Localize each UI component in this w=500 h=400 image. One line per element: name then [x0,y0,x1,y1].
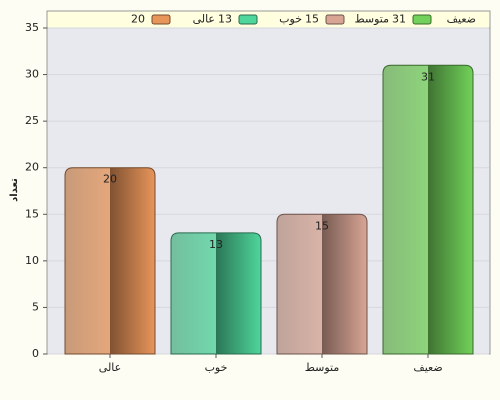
y-tick-label: 35 [25,21,39,34]
y-tick-label: 20 [25,161,39,174]
legend-value: 15 [305,13,319,26]
y-tick-label: 30 [25,68,39,81]
legend-label: متوسط [354,13,389,26]
legend-value: 31 [392,13,406,26]
y-tick-label: 10 [25,254,39,267]
y-axis-title: تعداد [9,178,20,202]
data-label: 20 [103,173,117,186]
legend-swatch [238,14,258,25]
x-tick-label: عالی [99,361,121,374]
legend-label: ضعیف [447,13,476,26]
legend-label: عالی [193,13,215,26]
x-tick-label: متوسط [305,361,340,374]
x-tick-label: ضعیف [413,361,442,374]
bar [170,232,262,355]
legend-label: خوب [279,13,302,26]
bar [382,64,474,355]
y-tick-label: 0 [32,347,39,360]
y-tick-label: 25 [25,114,39,127]
data-label: 31 [421,70,435,83]
y-tick-label: 15 [25,207,39,220]
bar [276,213,368,355]
bar [64,167,156,355]
legend-swatch [325,14,345,25]
legend-value: 13 [218,13,232,26]
legend-swatch [151,14,171,25]
x-tick-label: خوب [205,361,228,374]
data-label: 15 [315,219,329,232]
legend-value: 20 [131,13,145,26]
y-tick-label: 5 [32,300,39,313]
data-label: 13 [209,238,223,251]
legend-swatch [412,14,432,25]
